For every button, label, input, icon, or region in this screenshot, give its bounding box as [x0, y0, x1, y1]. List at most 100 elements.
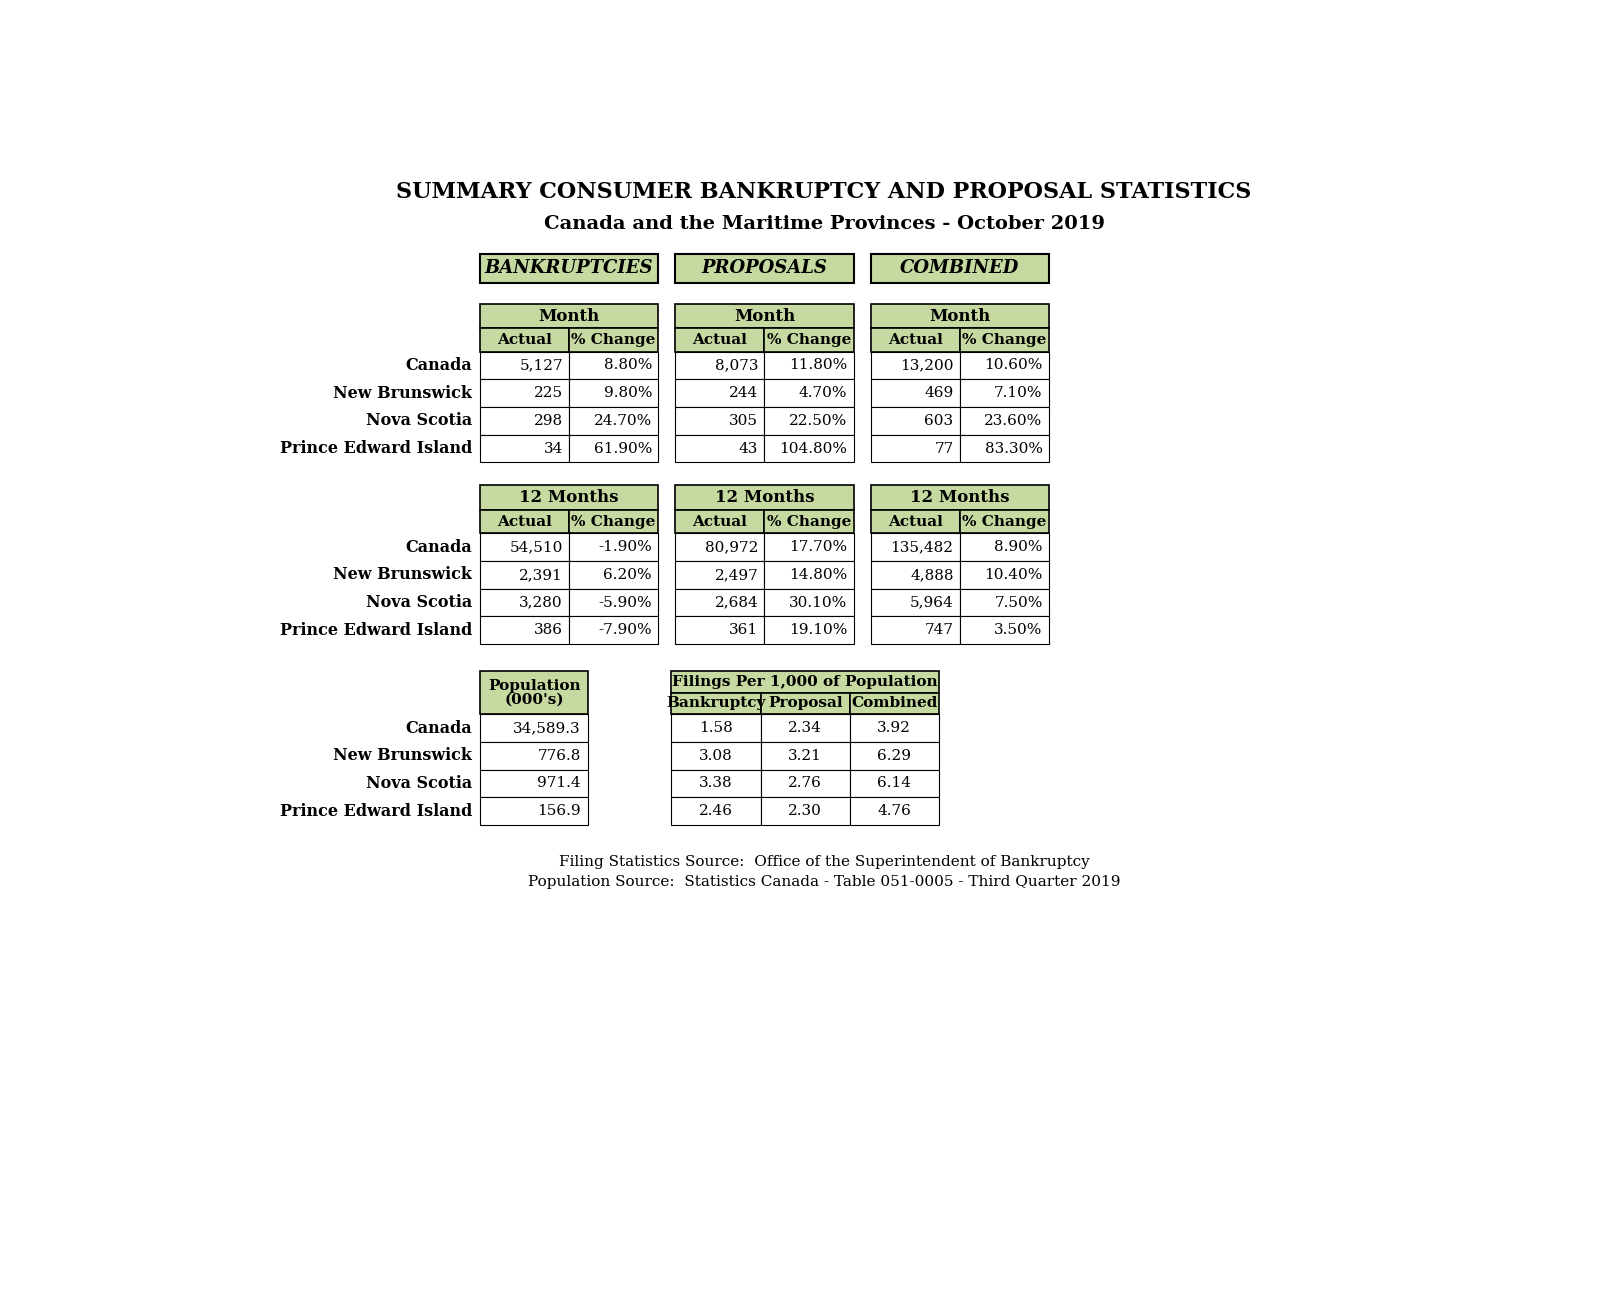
Text: 776.8: 776.8	[537, 749, 580, 763]
Text: Actual: Actual	[497, 334, 551, 347]
Bar	[763, 328, 853, 352]
Text: 5,964: 5,964	[910, 596, 953, 609]
Text: 23.60%: 23.60%	[983, 414, 1041, 428]
Text: COMBINED: COMBINED	[900, 260, 1019, 278]
Text: Population Source:  Statistics Canada - Table 051-0005 - Third Quarter 2019: Population Source: Statistics Canada - T…	[527, 875, 1120, 890]
Text: 6.29: 6.29	[877, 749, 911, 763]
Bar	[675, 511, 763, 533]
Text: 12 Months: 12 Months	[714, 489, 813, 507]
Text: 22.50%: 22.50%	[789, 414, 847, 428]
Text: 19.10%: 19.10%	[789, 623, 847, 637]
Text: 7.50%: 7.50%	[993, 596, 1041, 609]
Text: Actual: Actual	[887, 515, 942, 529]
Text: Prince Edward Island: Prince Edward Island	[280, 622, 472, 639]
Bar	[869, 511, 959, 533]
Bar	[763, 588, 853, 617]
Bar	[959, 511, 1048, 533]
Text: 30.10%: 30.10%	[789, 596, 847, 609]
Text: SUMMARY CONSUMER BANKRUPTCY AND PROPOSAL STATISTICS: SUMMARY CONSUMER BANKRUPTCY AND PROPOSAL…	[397, 181, 1250, 203]
Bar	[480, 588, 569, 617]
Text: 6.14: 6.14	[877, 777, 911, 790]
Text: 77: 77	[934, 441, 953, 455]
Text: -5.90%: -5.90%	[598, 596, 652, 609]
Text: 1.58: 1.58	[699, 721, 733, 734]
Text: 2.76: 2.76	[787, 777, 821, 790]
Text: 9.80%: 9.80%	[603, 387, 652, 400]
Text: 11.80%: 11.80%	[789, 358, 847, 372]
Bar	[480, 714, 588, 742]
Text: Combined: Combined	[850, 697, 937, 710]
Text: 14.80%: 14.80%	[789, 568, 847, 582]
Bar	[869, 561, 959, 588]
Bar	[763, 407, 853, 434]
Text: 6.20%: 6.20%	[603, 568, 652, 582]
Text: BANKRUPTCIES: BANKRUPTCIES	[485, 260, 652, 278]
Bar	[763, 511, 853, 533]
Bar	[675, 379, 763, 407]
Bar	[869, 485, 1048, 511]
Text: New Brunswick: New Brunswick	[333, 747, 472, 764]
Bar	[869, 617, 959, 644]
Bar	[848, 714, 938, 742]
Bar	[672, 798, 760, 825]
Bar	[480, 617, 569, 644]
Bar	[675, 328, 763, 352]
Bar	[569, 328, 657, 352]
Bar	[675, 561, 763, 588]
Text: 17.70%: 17.70%	[789, 540, 847, 555]
Text: 8,073: 8,073	[714, 358, 759, 372]
Text: 156.9: 156.9	[537, 804, 580, 818]
Bar	[480, 533, 569, 561]
Text: 747: 747	[924, 623, 953, 637]
Text: Canada: Canada	[405, 539, 472, 556]
Bar	[672, 769, 760, 798]
Bar	[869, 379, 959, 407]
Text: 4.76: 4.76	[877, 804, 911, 818]
Text: Nova Scotia: Nova Scotia	[366, 593, 472, 612]
Bar	[763, 379, 853, 407]
Bar	[959, 379, 1048, 407]
Bar	[869, 407, 959, 434]
Text: (000's): (000's)	[505, 693, 564, 706]
Text: 3.08: 3.08	[699, 749, 733, 763]
Text: 3.38: 3.38	[699, 777, 733, 790]
Text: New Brunswick: New Brunswick	[333, 384, 472, 402]
Text: 8.80%: 8.80%	[603, 358, 652, 372]
Text: 24.70%: 24.70%	[593, 414, 652, 428]
Bar	[959, 407, 1048, 434]
Text: 386: 386	[534, 623, 562, 637]
Bar	[569, 561, 657, 588]
Bar	[672, 671, 938, 693]
Bar	[569, 617, 657, 644]
Text: 34,589.3: 34,589.3	[513, 721, 580, 734]
Bar	[675, 485, 853, 511]
Bar	[675, 434, 763, 463]
Text: % Change: % Change	[767, 515, 850, 529]
Bar	[569, 533, 657, 561]
Bar	[763, 533, 853, 561]
Bar	[675, 253, 853, 283]
Text: % Change: % Change	[570, 334, 656, 347]
Bar	[672, 742, 760, 769]
Text: Canada: Canada	[405, 357, 472, 374]
Bar	[480, 434, 569, 463]
Text: Prince Edward Island: Prince Edward Island	[280, 440, 472, 456]
Text: PROPOSALS: PROPOSALS	[701, 260, 828, 278]
Bar	[675, 407, 763, 434]
Text: 225: 225	[534, 387, 562, 400]
Text: 12 Months: 12 Months	[519, 489, 619, 507]
Bar	[959, 328, 1048, 352]
Text: 2.30: 2.30	[787, 804, 821, 818]
Text: Month: Month	[929, 308, 990, 325]
Bar	[763, 617, 853, 644]
Text: 13,200: 13,200	[900, 358, 953, 372]
Bar	[869, 328, 959, 352]
Text: Nova Scotia: Nova Scotia	[366, 775, 472, 793]
Text: 43: 43	[738, 441, 759, 455]
Bar	[569, 588, 657, 617]
Bar	[480, 328, 569, 352]
Bar	[869, 304, 1048, 328]
Bar	[959, 352, 1048, 379]
Text: 298: 298	[534, 414, 562, 428]
Text: 2,497: 2,497	[714, 568, 759, 582]
